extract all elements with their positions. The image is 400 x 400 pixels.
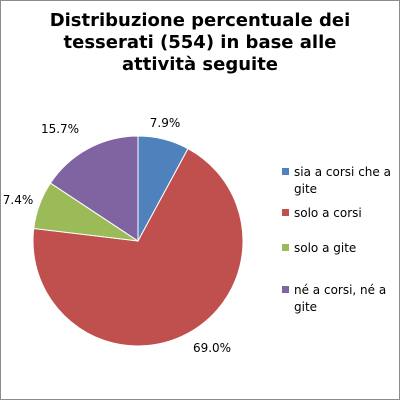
legend-label: solo a gite [294, 241, 357, 255]
legend-label: solo a corsi [294, 206, 362, 220]
legend-swatch [282, 244, 289, 251]
slice-label: 69.0% [193, 341, 231, 355]
pie-slice [49, 135, 139, 242]
slice-label: 7.4% [3, 193, 34, 207]
slice-label: 7.9% [150, 116, 181, 130]
chart-title: Distribuzione percentuale dei tesserati … [49, 10, 351, 75]
legend-swatch [282, 168, 289, 175]
legend-label: sia a corsi che a gite [294, 165, 391, 196]
slice-label: 15.7% [41, 122, 79, 136]
legend-label: né a corsi, né a gite [294, 283, 387, 314]
pie-slice [32, 147, 244, 347]
legend-swatch [282, 286, 289, 293]
legend-swatch [282, 209, 289, 216]
